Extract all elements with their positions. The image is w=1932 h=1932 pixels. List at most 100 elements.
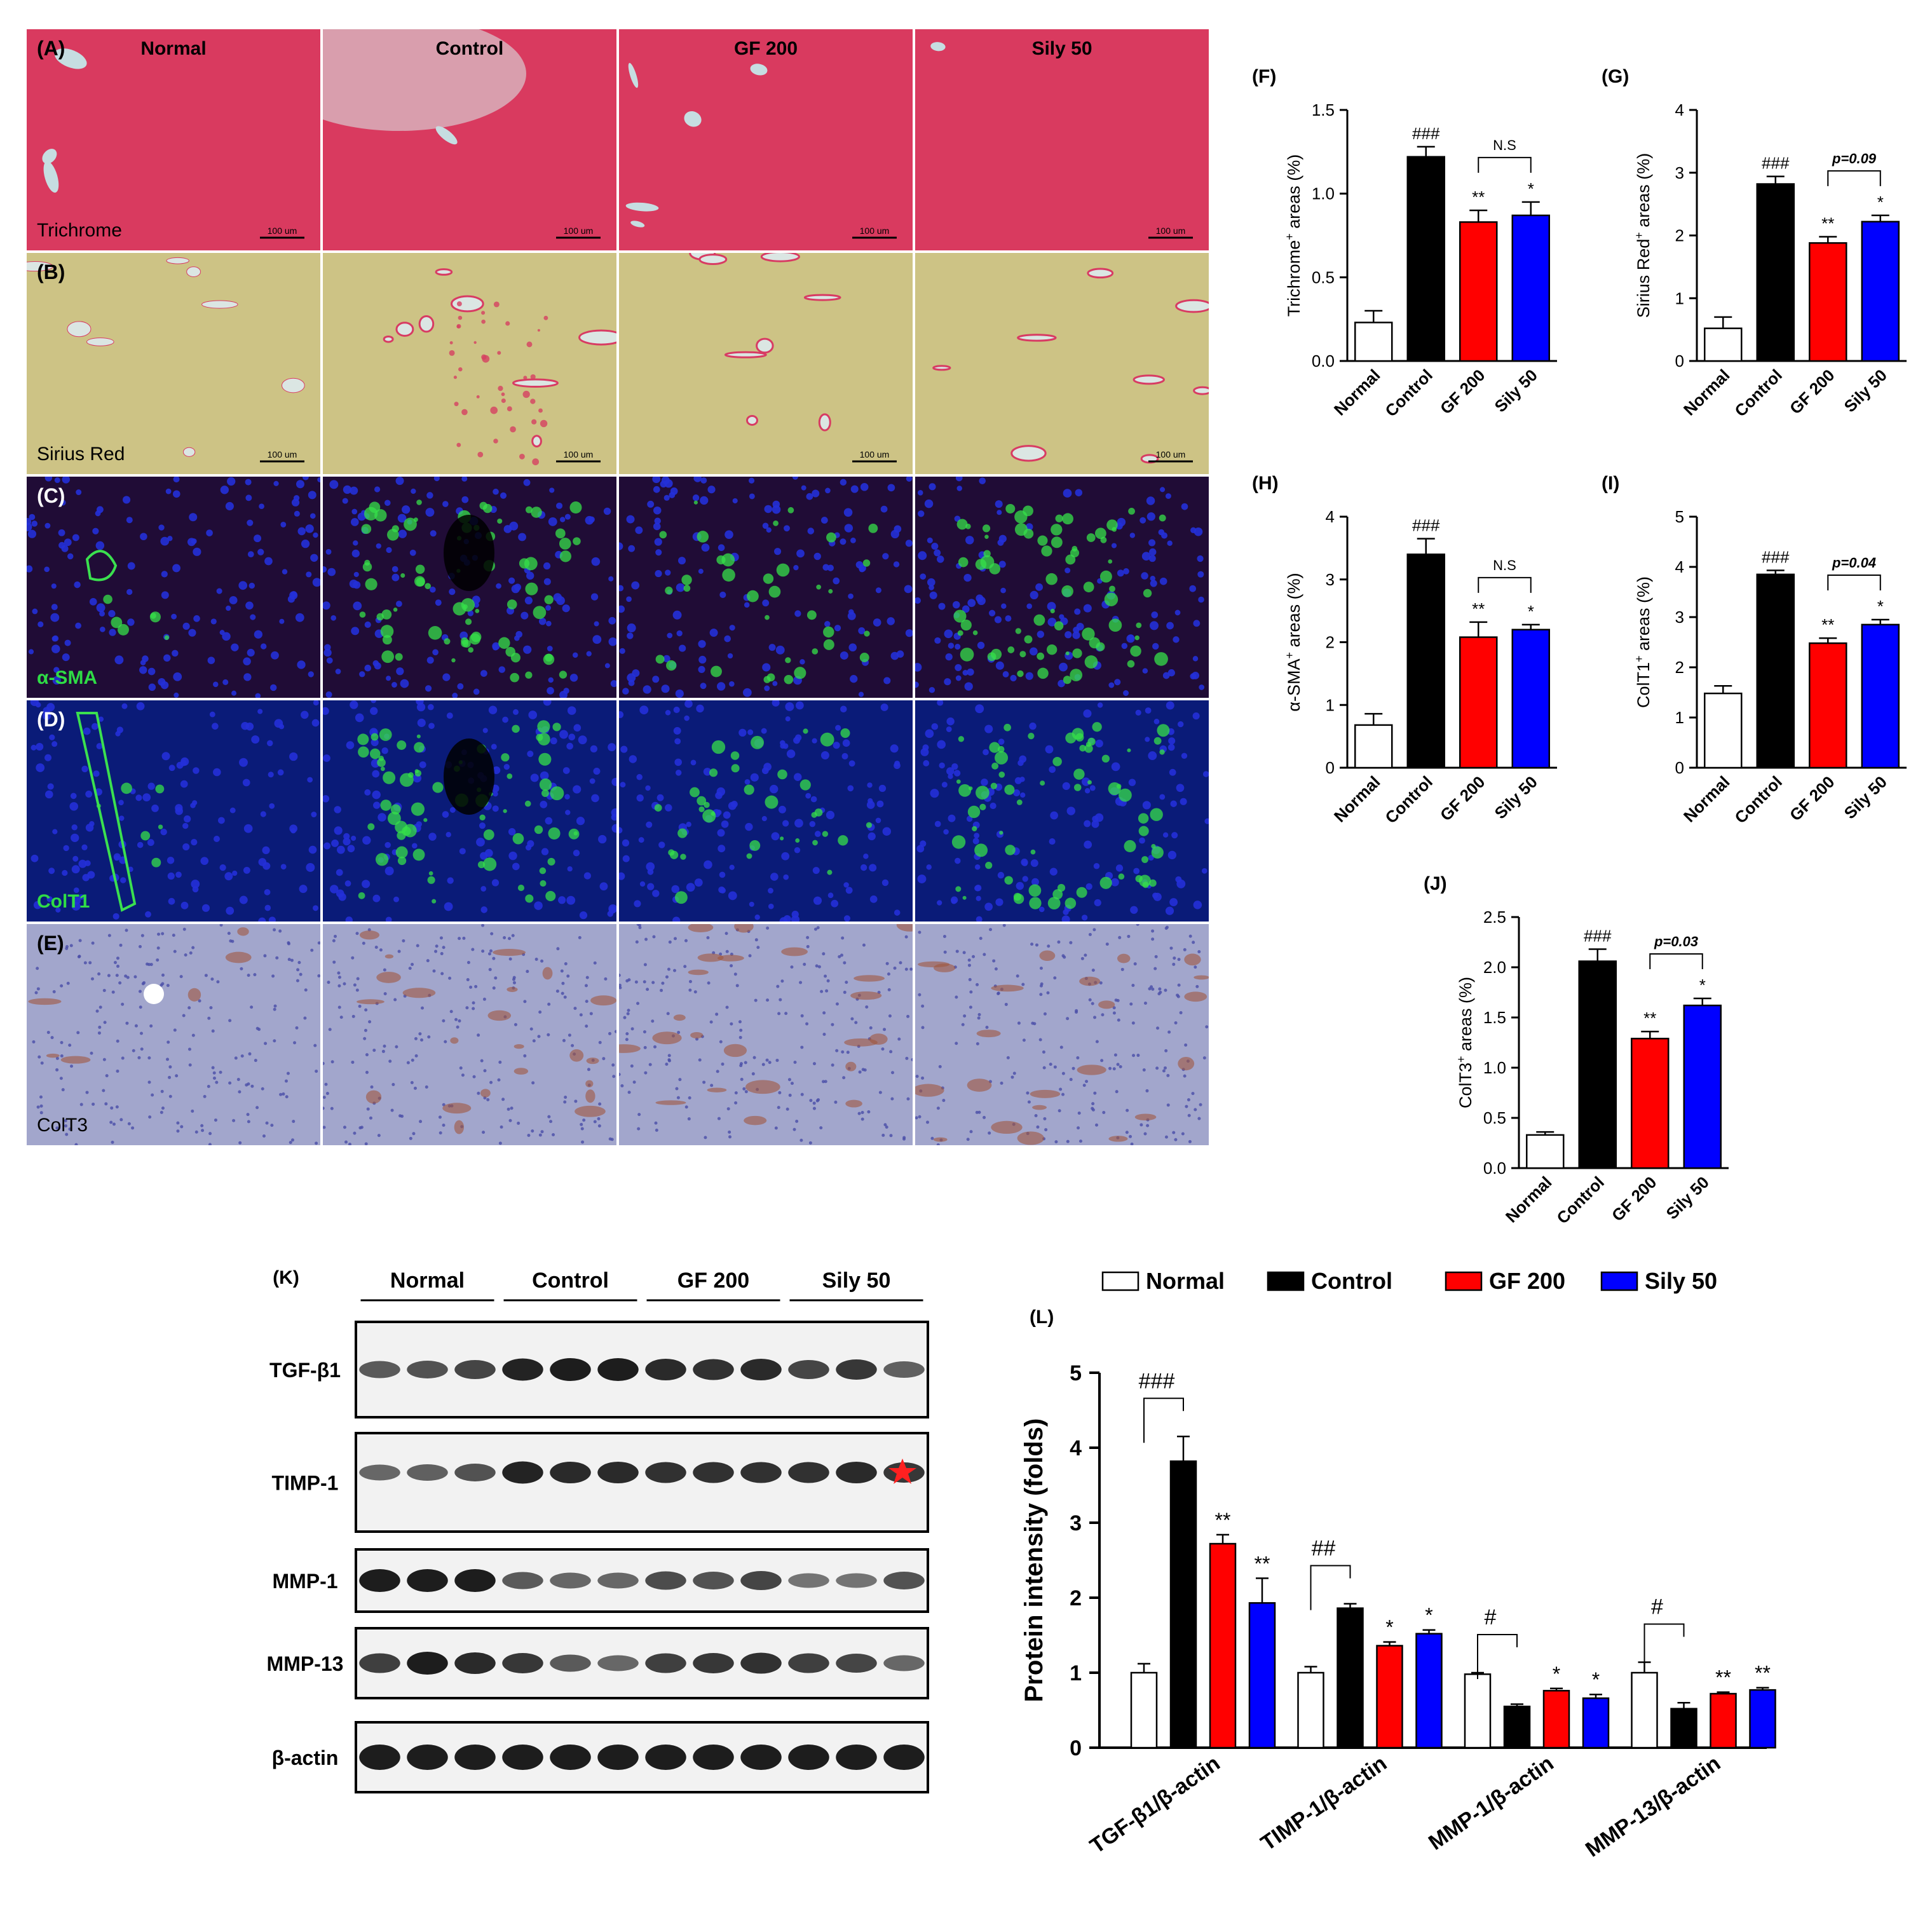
nucleus	[227, 932, 231, 935]
vessel	[418, 315, 435, 333]
nucleus	[690, 759, 697, 766]
green-signal	[151, 857, 161, 867]
nucleus	[777, 1012, 781, 1016]
nucleus	[255, 1026, 259, 1030]
nucleus	[97, 972, 101, 976]
x-category-label: GF 200	[1436, 365, 1489, 418]
nucleus	[189, 513, 198, 522]
nucleus	[808, 1141, 812, 1145]
nucleus	[61, 1088, 65, 1092]
nucleus	[1043, 1117, 1047, 1120]
nucleus	[208, 1132, 212, 1136]
nucleus	[60, 500, 66, 506]
nucleus	[36, 742, 44, 751]
nucleus	[644, 1071, 648, 1075]
nucleus	[674, 758, 682, 766]
group-label: Normal	[390, 1269, 465, 1293]
nucleus	[629, 755, 637, 763]
bar-sily-50	[1248, 1602, 1276, 1749]
nucleus	[297, 527, 306, 536]
nucleus	[151, 1093, 154, 1097]
nucleus	[216, 980, 220, 984]
nucleus	[419, 1120, 423, 1124]
nucleus	[234, 1056, 238, 1060]
nucleus	[1077, 1126, 1080, 1130]
nucleus	[822, 1080, 826, 1084]
significance-mark: *	[1528, 602, 1534, 621]
nucleus	[889, 1050, 893, 1054]
nucleus	[62, 653, 70, 662]
green-signal	[665, 587, 673, 595]
nucleus	[653, 1045, 657, 1049]
nucleus	[845, 887, 853, 894]
green-signal	[428, 871, 433, 876]
nucleus	[995, 898, 1003, 906]
nucleus	[1148, 751, 1157, 761]
vessel	[578, 329, 616, 346]
nucleus	[467, 610, 474, 616]
nucleus	[512, 977, 515, 981]
nucleus	[638, 926, 642, 930]
nucleus	[402, 505, 411, 514]
x-category-label: Sily 50	[1491, 772, 1541, 822]
y-tick-label: 2	[1675, 658, 1684, 677]
nucleus	[806, 935, 810, 939]
nucleus	[1094, 899, 1101, 907]
nucleus	[675, 1087, 679, 1091]
green-signal	[763, 573, 774, 584]
nucleus	[1114, 679, 1121, 686]
nucleus	[411, 963, 414, 967]
collagen-stain	[673, 1014, 686, 1021]
green-signal	[704, 801, 710, 808]
comparison-label: N.S	[1493, 557, 1516, 573]
collagen-stain	[690, 1031, 704, 1039]
nucleus	[355, 988, 359, 992]
y-label-main: α-SMA	[1284, 658, 1303, 711]
nucleus	[927, 537, 933, 543]
nucleus	[794, 773, 802, 781]
nucleus	[66, 981, 70, 985]
nucleus	[60, 1040, 64, 1044]
panel-label: (C)	[37, 484, 65, 507]
nucleus	[969, 1005, 972, 1009]
nucleus	[774, 548, 782, 555]
nucleus	[364, 1142, 368, 1145]
nucleus	[526, 970, 529, 974]
x-category-label: GF 200	[1786, 365, 1839, 418]
nucleus	[915, 597, 921, 604]
nucleus	[905, 540, 913, 547]
histology-image-ihc-3	[915, 924, 1209, 1145]
nucleus	[1091, 969, 1095, 972]
nucleus	[332, 960, 336, 964]
nucleus	[372, 729, 378, 735]
nucleus	[846, 1051, 850, 1054]
nucleus	[385, 916, 392, 922]
nucleus	[1020, 792, 1026, 798]
comparison-bracket	[1649, 953, 1703, 969]
nucleus	[1076, 1056, 1080, 1060]
nucleus	[602, 1057, 606, 1061]
nucleus	[191, 880, 200, 888]
nucleus	[614, 1030, 616, 1033]
histology-image-ihc-1	[323, 924, 616, 1145]
nucleus	[997, 871, 1005, 879]
nucleus	[527, 1134, 531, 1138]
nucleus	[329, 885, 339, 894]
nucleus	[488, 705, 498, 714]
green-signal	[1062, 513, 1073, 525]
nucleus	[125, 1021, 129, 1025]
nucleus	[768, 644, 776, 651]
nucleus	[538, 617, 547, 625]
nucleus	[512, 862, 520, 871]
green-signal	[559, 670, 568, 679]
nucleus	[975, 885, 982, 892]
nucleus	[665, 804, 672, 812]
nucleus	[653, 522, 661, 531]
nucleus	[160, 1089, 164, 1093]
significance-mark: ###	[1762, 548, 1790, 567]
green-signal	[1142, 881, 1149, 888]
nucleus	[1117, 517, 1126, 527]
nucleus	[200, 857, 209, 865]
green-signal	[451, 658, 456, 663]
nucleus	[1065, 568, 1071, 574]
